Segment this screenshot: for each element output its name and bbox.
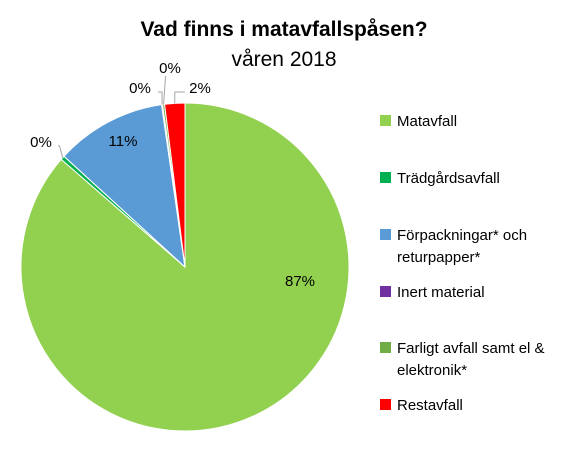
leader-line-restavfall: [174, 91, 185, 104]
legend-swatch: [380, 399, 391, 410]
legend-swatch: [380, 286, 391, 297]
legend-item-inert-material: Inert material: [380, 282, 568, 304]
legend-item-tradgardsavfall: Trädgårdsavfall: [380, 168, 568, 190]
pie-slice-matavfall: [20, 102, 350, 432]
legend-item-forpackningar: Förpackningar* och returpapper*: [380, 225, 568, 269]
legend-swatch: [380, 229, 391, 240]
legend-swatch: [380, 115, 391, 126]
legend-item-restavfall: Restavfall: [380, 395, 568, 417]
legend-item-farligt-avfall: Farligt avfall samt el & elektronik*: [380, 338, 568, 382]
legend-swatch: [380, 342, 391, 353]
legend-label: Matavfall: [397, 113, 458, 130]
data-label-f-rpackningar-och-returpapper: 11%: [109, 133, 138, 150]
leader-line-tr-dg-rdsavfall: [58, 145, 64, 158]
chart-subtitle: våren 2018: [231, 48, 337, 71]
pie-slice-f-rpackningar-och-returpapper: [63, 104, 186, 269]
leader-line-inert-material: [158, 91, 163, 105]
legend-label: Inert material: [397, 284, 485, 301]
data-label-restavfall: 2%: [189, 80, 211, 97]
chart-title: Vad finns i matavfallspåsen?: [140, 18, 428, 41]
data-label-matavfall: 87%: [285, 273, 315, 290]
legend-swatch: [380, 172, 391, 183]
legend-label: Trädgårdsavfall: [397, 170, 500, 187]
legend-label: Farligt avfall samt el & elektronik*: [397, 340, 545, 379]
data-label-tr-dg-rdsavfall: 0%: [30, 134, 52, 151]
data-label-inert-material: 0%: [129, 80, 151, 97]
leader-line-farligt-avfall-samt-el-elektronik: [163, 75, 167, 105]
legend-label: Förpackningar* och returpapper*: [397, 227, 528, 266]
data-label-farligt-avfall-samt-el-elektronik: 0%: [159, 60, 181, 77]
legend-item-matavfall: Matavfall: [380, 111, 568, 133]
legend-label: Restavfall: [397, 397, 463, 414]
